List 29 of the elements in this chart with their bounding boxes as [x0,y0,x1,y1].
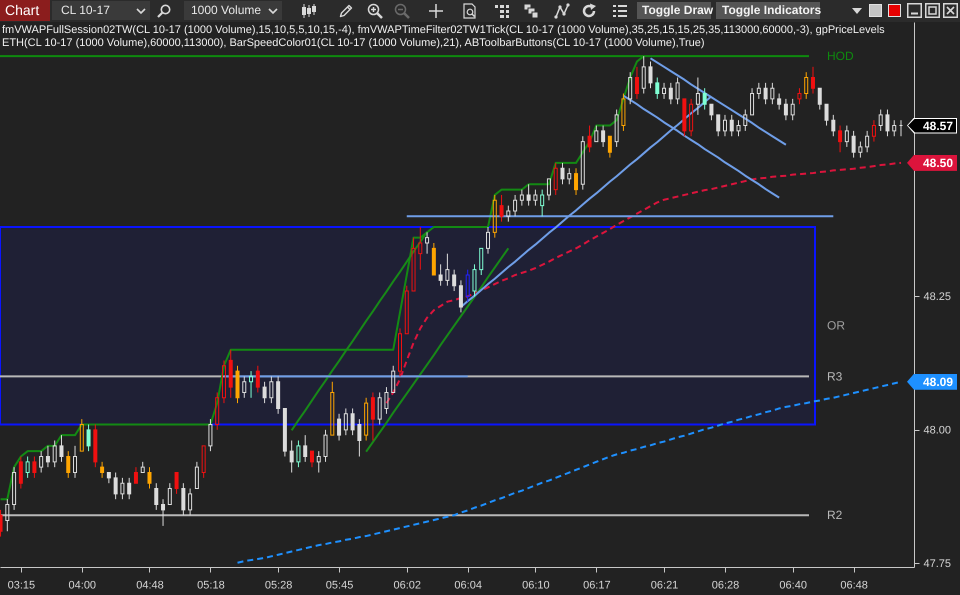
x-tick-label: 06:21 [650,580,678,592]
y-tick-label: 47.75 [924,558,952,570]
button: Toggle Indicators [716,2,820,19]
x-tick-label: 05:28 [264,580,292,592]
x-tick-label: 05:18 [197,580,225,592]
x-tick-label: 03:15 [8,580,36,592]
x-tick-label: 04:00 [68,580,96,592]
x-tick-label: 06:02 [394,580,422,592]
x-tick-label: 06:04 [454,580,482,592]
x-tick-label: 06:10 [522,580,550,592]
x-tick-label: 06:40 [779,580,807,592]
y-tick-label: 48.00 [924,424,952,436]
dropdown: CL 10-17 [52,1,150,20]
band-label: OR [827,318,846,333]
ref-line-label: HOD [827,49,854,64]
ref-line-label: R3 [827,369,843,384]
x-tick-label: 06:17 [583,580,611,592]
x-tick-label: 04:48 [136,580,164,592]
dropdown: 1000 Volume [184,1,282,20]
x-tick-label: 06:28 [712,580,740,592]
data-label: 48.09 [922,374,953,389]
ref-line-label: R2 [827,508,843,522]
annotation: fmVWAPFullSession02TW(CL 10-17 (1000 Volume),15,10,5,5,10,15,-4), fmVWAPTimeFilter02TW1Tick(CL 10-17 (1000 Volume),35,25,15,15,25,35,113000,60000,-3), gpPriceLevels ETH(CL 10-17 (1000 Volume),60000,113000), BarSpeedColor01(CL 10-17 (1000 Volume),21), ABToolbarButtons(CL 10-17 (1000 Volume),True) [2,24,886,50]
tab: Chart [0,0,50,21]
data-label: 48.50 [922,156,953,170]
button: Toggle Draw [637,2,711,19]
x-tick-label: 06:48 [840,580,868,592]
y-tick-label: 48.25 [924,290,952,303]
x-tick-label: 05:45 [326,580,354,592]
